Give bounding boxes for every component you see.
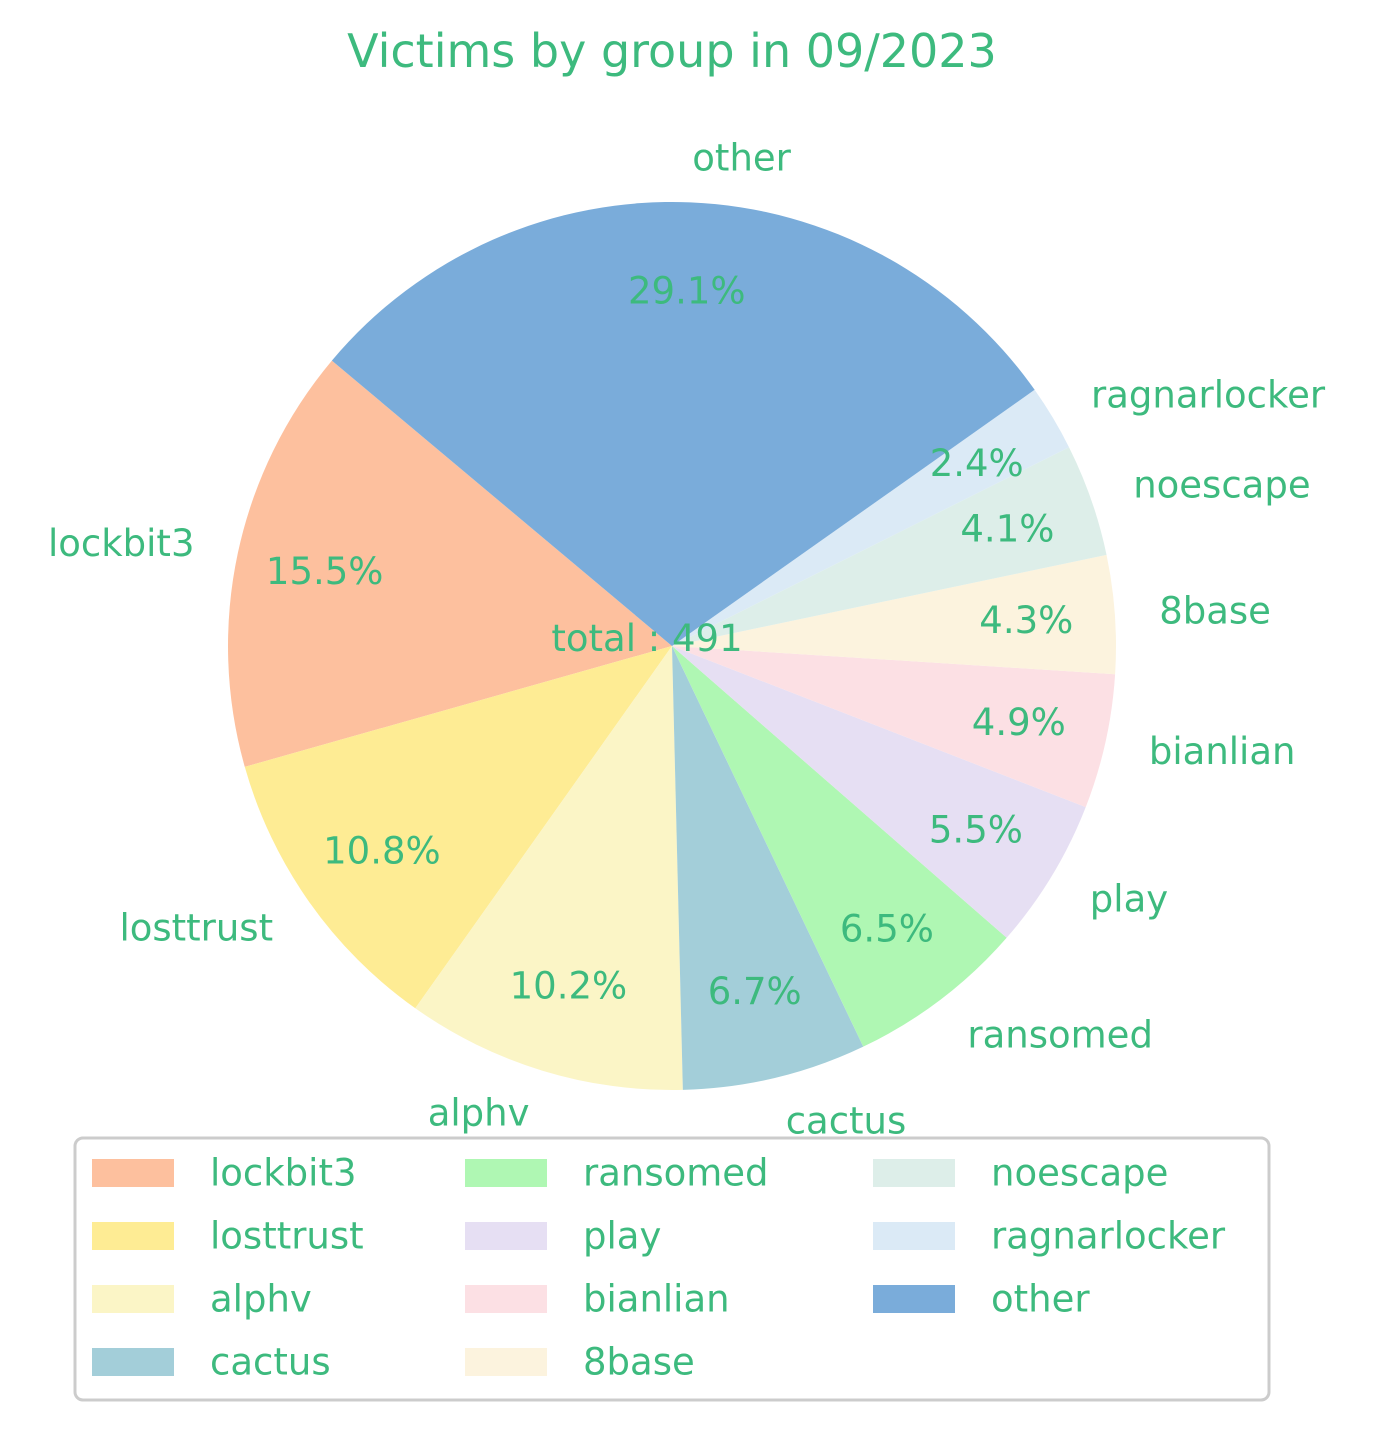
- legend-swatch-noescape: [873, 1159, 955, 1187]
- slice-label-noescape: noescape: [1133, 464, 1310, 507]
- percent-label-cactus: 6.7%: [708, 970, 802, 1013]
- pie-slice-cactus: [672, 646, 864, 1090]
- legend-swatch-cactus: [92, 1348, 174, 1376]
- pie-slice-ragnarlocker: [672, 389, 1069, 646]
- percent-label-ransomed: 6.5%: [840, 907, 934, 950]
- pie-slice-noescape: [672, 447, 1107, 646]
- pie-slice-other: [331, 202, 1035, 647]
- legend-item-lockbit3: lockbit3: [92, 1152, 357, 1195]
- legend-item-play: play: [465, 1215, 661, 1258]
- slice-label-ragnarlocker: ragnarlocker: [1091, 374, 1326, 417]
- legend-item-alphv: alphv: [92, 1278, 312, 1321]
- percent-labels: 15.5% 10.8% 10.2% 6.7% 6.5% 5.5% 4.9% 4.3% 4.1% 2…: [266, 270, 1073, 1013]
- percent-label-alphv: 10.2%: [510, 964, 628, 1007]
- total-label: total : 491: [551, 617, 742, 660]
- legend-label-cactus: cactus: [210, 1341, 331, 1384]
- slice-label-ransomed: ransomed: [967, 1013, 1153, 1056]
- slice-label-bianlian: bianlian: [1149, 730, 1296, 773]
- slice-label-lockbit3: lockbit3: [48, 522, 195, 565]
- legend-swatch-other: [873, 1285, 955, 1313]
- legend-swatch-8base: [465, 1348, 547, 1376]
- legend-label-bianlian: bianlian: [583, 1278, 730, 1321]
- percent-label-ragnarlocker: 2.4%: [930, 442, 1024, 485]
- percent-label-8base: 4.3%: [979, 599, 1073, 642]
- legend: lockbit3 losttrust alphv cactus ransomed play…: [73, 1136, 1271, 1402]
- percent-label-bianlian: 4.9%: [972, 701, 1066, 744]
- legend-swatch-bianlian: [465, 1285, 547, 1313]
- legend-label-play: play: [583, 1215, 661, 1258]
- legend-item-losttrust: losttrust: [92, 1215, 364, 1258]
- legend-label-noescape: noescape: [991, 1152, 1168, 1195]
- percent-label-play: 5.5%: [929, 808, 1023, 851]
- slice-label-losttrust: losttrust: [119, 906, 273, 949]
- percent-label-losttrust: 10.8%: [323, 830, 441, 873]
- pie-slice-bianlian: [672, 646, 1116, 808]
- legend-swatch-play: [465, 1222, 547, 1250]
- pie-slice-alphv: [415, 646, 683, 1091]
- slice-label-other: other: [692, 137, 791, 180]
- pie-slices: [228, 202, 1116, 1091]
- legend-item-other: other: [873, 1278, 1090, 1321]
- percent-label-lockbit3: 15.5%: [266, 550, 384, 593]
- pie-slice-play: [672, 646, 1086, 938]
- pie-slice-ransomed: [672, 646, 1007, 1047]
- pie-slice-losttrust: [244, 646, 672, 1009]
- percent-label-other: 29.1%: [628, 270, 746, 313]
- legend-label-lockbit3: lockbit3: [210, 1152, 357, 1195]
- slice-label-play: play: [1090, 877, 1168, 920]
- legend-label-alphv: alphv: [210, 1278, 312, 1321]
- legend-swatch-lockbit3: [92, 1159, 174, 1187]
- legend-item-ransomed: ransomed: [465, 1152, 769, 1195]
- pie-slice-lockbit3: [228, 360, 673, 767]
- legend-label-losttrust: losttrust: [210, 1215, 364, 1258]
- legend-swatch-ransomed: [465, 1159, 547, 1187]
- chart-title: Victims by group in 09/2023: [347, 24, 997, 78]
- percent-label-noescape: 4.1%: [960, 508, 1054, 551]
- legend-item-ragnarlocker: ragnarlocker: [873, 1215, 1226, 1258]
- legend-swatch-losttrust: [92, 1222, 174, 1250]
- legend-swatch-ragnarlocker: [873, 1222, 955, 1250]
- slice-label-alphv: alphv: [428, 1092, 530, 1135]
- legend-item-8base: 8base: [465, 1341, 695, 1384]
- slice-label-cactus: cactus: [786, 1100, 907, 1143]
- legend-label-other: other: [991, 1278, 1090, 1321]
- slice-labels: lockbit3 losttrust alphv cactus ransomed play…: [48, 137, 1326, 1143]
- slice-label-8base: 8base: [1159, 590, 1271, 633]
- legend-item-bianlian: bianlian: [465, 1278, 730, 1321]
- legend-label-ransomed: ransomed: [583, 1152, 769, 1195]
- legend-frame: [73, 1136, 1271, 1402]
- legend-label-ragnarlocker: ragnarlocker: [991, 1215, 1226, 1258]
- legend-label-8base: 8base: [583, 1341, 695, 1384]
- legend-swatch-alphv: [92, 1285, 174, 1313]
- legend-item-noescape: noescape: [873, 1152, 1168, 1195]
- legend-item-cactus: cactus: [92, 1341, 331, 1384]
- pie-slice-8base: [672, 554, 1116, 675]
